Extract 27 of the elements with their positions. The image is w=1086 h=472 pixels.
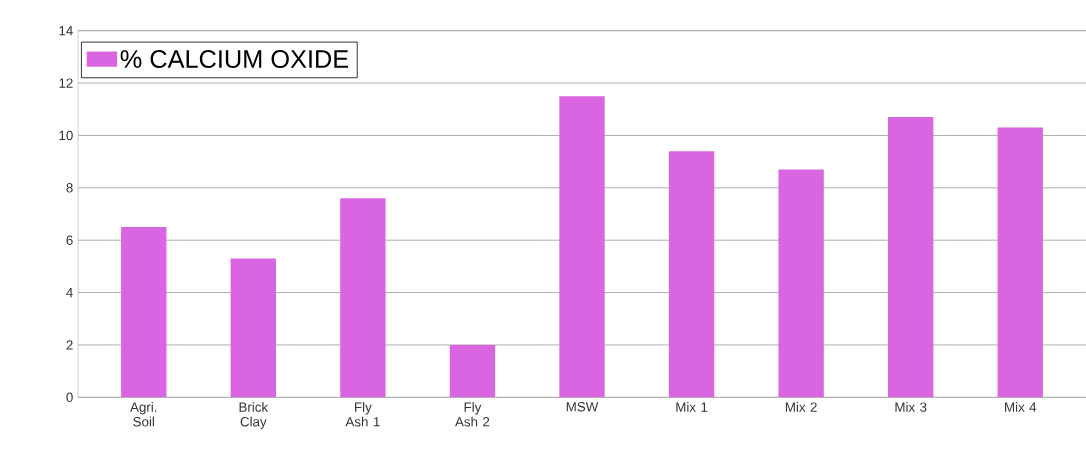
y-tick-label: 6 — [66, 235, 73, 245]
x-tick-label: Mix 4 — [1005, 402, 1037, 412]
x-tick-label: Mix 2 — [785, 402, 817, 412]
bar — [778, 169, 824, 398]
y-tick-label: 12 — [59, 78, 73, 88]
bar — [559, 96, 605, 398]
bar — [668, 151, 715, 398]
legend-label: % CALCIUM OXIDE — [120, 50, 349, 68]
y-tick-label: 10 — [59, 130, 73, 141]
x-tick-label: Fly Ash 2 — [455, 402, 490, 427]
y-tick-label: 2 — [66, 340, 73, 350]
y-tick-label: 14 — [59, 26, 73, 36]
bar — [340, 198, 386, 398]
x-tick-label: Mix 1 — [676, 402, 708, 412]
y-tick-label: 8 — [66, 183, 73, 193]
bar — [888, 117, 934, 398]
x-tick-label: Brick Clay — [239, 402, 269, 430]
y-tick-label: 4 — [66, 287, 73, 298]
y-tick-label: 0 — [66, 392, 73, 403]
x-tick-label: Agri. Soil — [130, 402, 157, 427]
bar — [230, 258, 276, 398]
x-tick-label: Fly Ash 1 — [345, 402, 380, 427]
x-tick-label: Mix 3 — [895, 402, 927, 412]
bar — [997, 127, 1043, 398]
bar — [121, 227, 167, 398]
bar — [449, 344, 496, 398]
x-tick-label: MSW — [566, 402, 599, 412]
